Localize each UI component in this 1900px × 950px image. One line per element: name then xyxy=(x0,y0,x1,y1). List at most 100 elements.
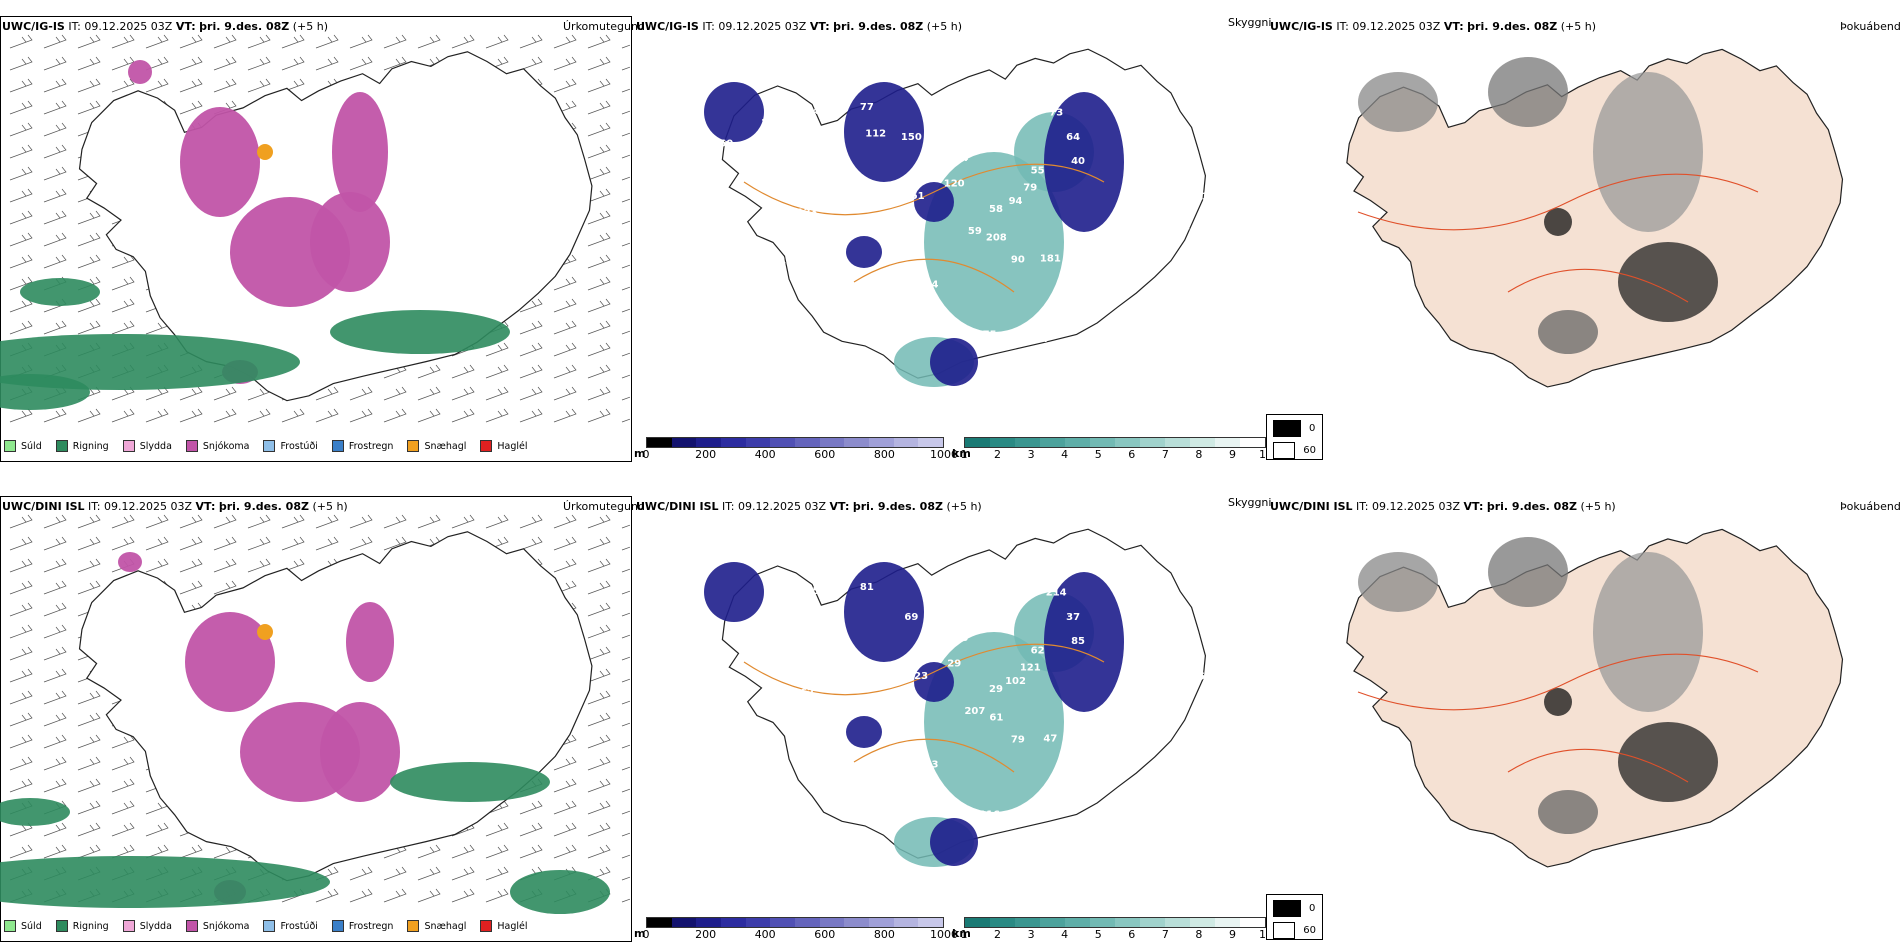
cloudbase-area xyxy=(846,716,882,748)
cloudbase-area xyxy=(930,338,978,386)
model-name: UWC/IG-IS xyxy=(1270,20,1333,33)
panel-title-line: UWC/IG-IS IT: 09.12.2025 03Z VT: þri. 9.… xyxy=(636,20,962,33)
road-network xyxy=(1357,173,1759,303)
cloudbase-label: 133 xyxy=(758,806,779,817)
fog-index-map xyxy=(1346,528,1844,868)
rain-area xyxy=(0,798,70,826)
fog-legend-label: 0 xyxy=(1309,423,1316,434)
precip-legend-item: Frostregn xyxy=(331,920,393,932)
cloudbase-label: 112 xyxy=(865,128,886,139)
legend-label: Snæhagl xyxy=(424,440,467,452)
cloudbase-colorbar-unit: m xyxy=(634,447,646,460)
vt-value: þri. 9.des. 08Z xyxy=(1467,20,1558,33)
fog-panel-name: Þokuábendi xyxy=(1840,500,1900,513)
cloudbase-label: 41 xyxy=(1007,42,1021,53)
legend-label: Snjókoma xyxy=(202,440,250,452)
cloud-panel-name: Skyggni xyxy=(1228,16,1272,29)
cloudbase-label: 121 xyxy=(1020,663,1041,674)
precip-type-panel: UWC/IG-IS IT: 09.12.2025 03Z VT: þri. 9.… xyxy=(0,0,645,470)
fog-area xyxy=(1544,688,1572,716)
iceland-outline xyxy=(78,531,593,882)
visibility-colorbar-tick: 5 xyxy=(1094,928,1102,941)
cloudbase-label: 69 xyxy=(904,612,918,623)
cloudbase-label: 150 xyxy=(901,132,922,143)
fog-legend-label: 60 xyxy=(1303,925,1316,936)
visibility-colorbar-tick: 6 xyxy=(1128,928,1136,941)
cloudbase-colorbar-tick: 800 xyxy=(873,448,895,461)
model-name: UWC/IG-IS xyxy=(2,20,65,33)
precip-legend-item: Snæhagl xyxy=(407,920,466,932)
precip-panel-name: Úrkomutegund xyxy=(563,500,645,513)
visibility-colorbar-unit: km xyxy=(952,447,971,460)
fog-area xyxy=(1544,208,1572,236)
legend-label: Snæhagl xyxy=(424,920,467,932)
cloudbase-label: 59 xyxy=(863,679,877,690)
visibility-colorbar-tick: 1 xyxy=(960,448,968,461)
cloudbase-label: 55 xyxy=(1031,165,1045,176)
rain-area xyxy=(330,310,510,354)
legend-swatch xyxy=(480,920,493,932)
it-value: 09.12.2025 03Z xyxy=(84,20,173,33)
cloudbase-label: 29 xyxy=(947,659,961,670)
fog-area xyxy=(1488,57,1568,127)
precip-legend-item: Rigning xyxy=(55,440,109,452)
cloudbase-label: 102 xyxy=(1005,676,1026,687)
cloudbase-label: 66 xyxy=(934,141,948,152)
precip-legend-item: Haglél xyxy=(480,440,528,452)
cloudbase-label: 77 xyxy=(860,102,874,113)
cloudbase-label: 189 xyxy=(884,672,905,683)
vt-value: þri. 9.des. 08Z xyxy=(852,500,943,513)
cloudbase-label: 79 xyxy=(1011,735,1025,746)
cloudbase-label: 41 xyxy=(740,291,754,302)
fog-panel-name: Þokuábendi xyxy=(1840,20,1900,33)
legend-label: Frostregn xyxy=(348,440,394,452)
visibility-colorbar-tick: 1 xyxy=(960,928,968,941)
precip-legend-item: Slydda xyxy=(122,920,172,932)
cloudbase-map: 58 60 94 90 85 40 90 77 84 97 61 45 51 94 88 66 181 123 64… xyxy=(704,42,1216,387)
cloudbase-colorbar-tick: 400 xyxy=(754,448,776,461)
road-network xyxy=(1357,653,1759,783)
legend-swatch xyxy=(4,920,16,932)
fog-area xyxy=(1618,242,1718,322)
cloudbase-area xyxy=(704,562,764,622)
precip-legend-item: Súld xyxy=(4,440,42,452)
cloudbase-label: 45 xyxy=(938,799,952,810)
cloudbase-colorbar-tick: 200 xyxy=(695,448,717,461)
legend-label: Haglél xyxy=(497,920,528,932)
cloud-panel-name: Skyggni xyxy=(1228,496,1272,509)
cloudbase-label: 85 xyxy=(1144,728,1158,739)
cloudbase-label: 52 xyxy=(764,598,778,609)
cloudbase-label: 61 xyxy=(1054,65,1068,76)
cloudbase-colorbar-tick: 600 xyxy=(814,928,836,941)
fog-legend-item: 0 xyxy=(1273,900,1316,917)
legend-label: Rigning xyxy=(72,440,109,452)
it-value: 09.12.2025 03Z xyxy=(1352,20,1441,33)
cloudbase-label: 208 xyxy=(986,232,1007,243)
cloudbase-label: 64 xyxy=(925,279,939,290)
visibility-colorbar-tick: 3 xyxy=(1027,448,1035,461)
vt-value: þri. 9.des. 08Z xyxy=(199,20,290,33)
cloudbase-label: 40 xyxy=(812,106,826,117)
cloudbase-area xyxy=(844,562,924,662)
cloudbase-label: 64 xyxy=(1066,132,1080,143)
visibility-colorbar-tick: 9 xyxy=(1228,928,1236,941)
precip-type-panel: UWC/DINI ISL IT: 09.12.2025 03Z VT: þri.… xyxy=(0,480,645,950)
cloudbase-label: 59 xyxy=(968,226,982,237)
it-value: 09.12.2025 03Z xyxy=(738,500,827,513)
legend-label: Slydda xyxy=(139,920,172,932)
cloudbase-label: 45 xyxy=(1029,362,1043,373)
cloudbase-label: 195 xyxy=(860,199,881,210)
graupel-area xyxy=(257,624,273,640)
cloudbase-label: 57 xyxy=(734,738,748,749)
cloudbase-label: 84 xyxy=(1144,248,1158,259)
fog-legend: 0 60 xyxy=(1266,414,1323,460)
fog-area xyxy=(1358,552,1438,612)
cloudbase-label: 97 xyxy=(734,258,748,269)
cloudbase-label: 40 xyxy=(1071,156,1085,167)
vt-label: VT: xyxy=(809,20,830,33)
cloudbase-colorbar-unit: m xyxy=(634,927,646,940)
cloudbase-label: 27 xyxy=(1109,231,1123,242)
cloudbase-label: 90 xyxy=(1011,255,1025,266)
graupel-area xyxy=(257,144,273,160)
legend-swatch xyxy=(407,920,420,932)
